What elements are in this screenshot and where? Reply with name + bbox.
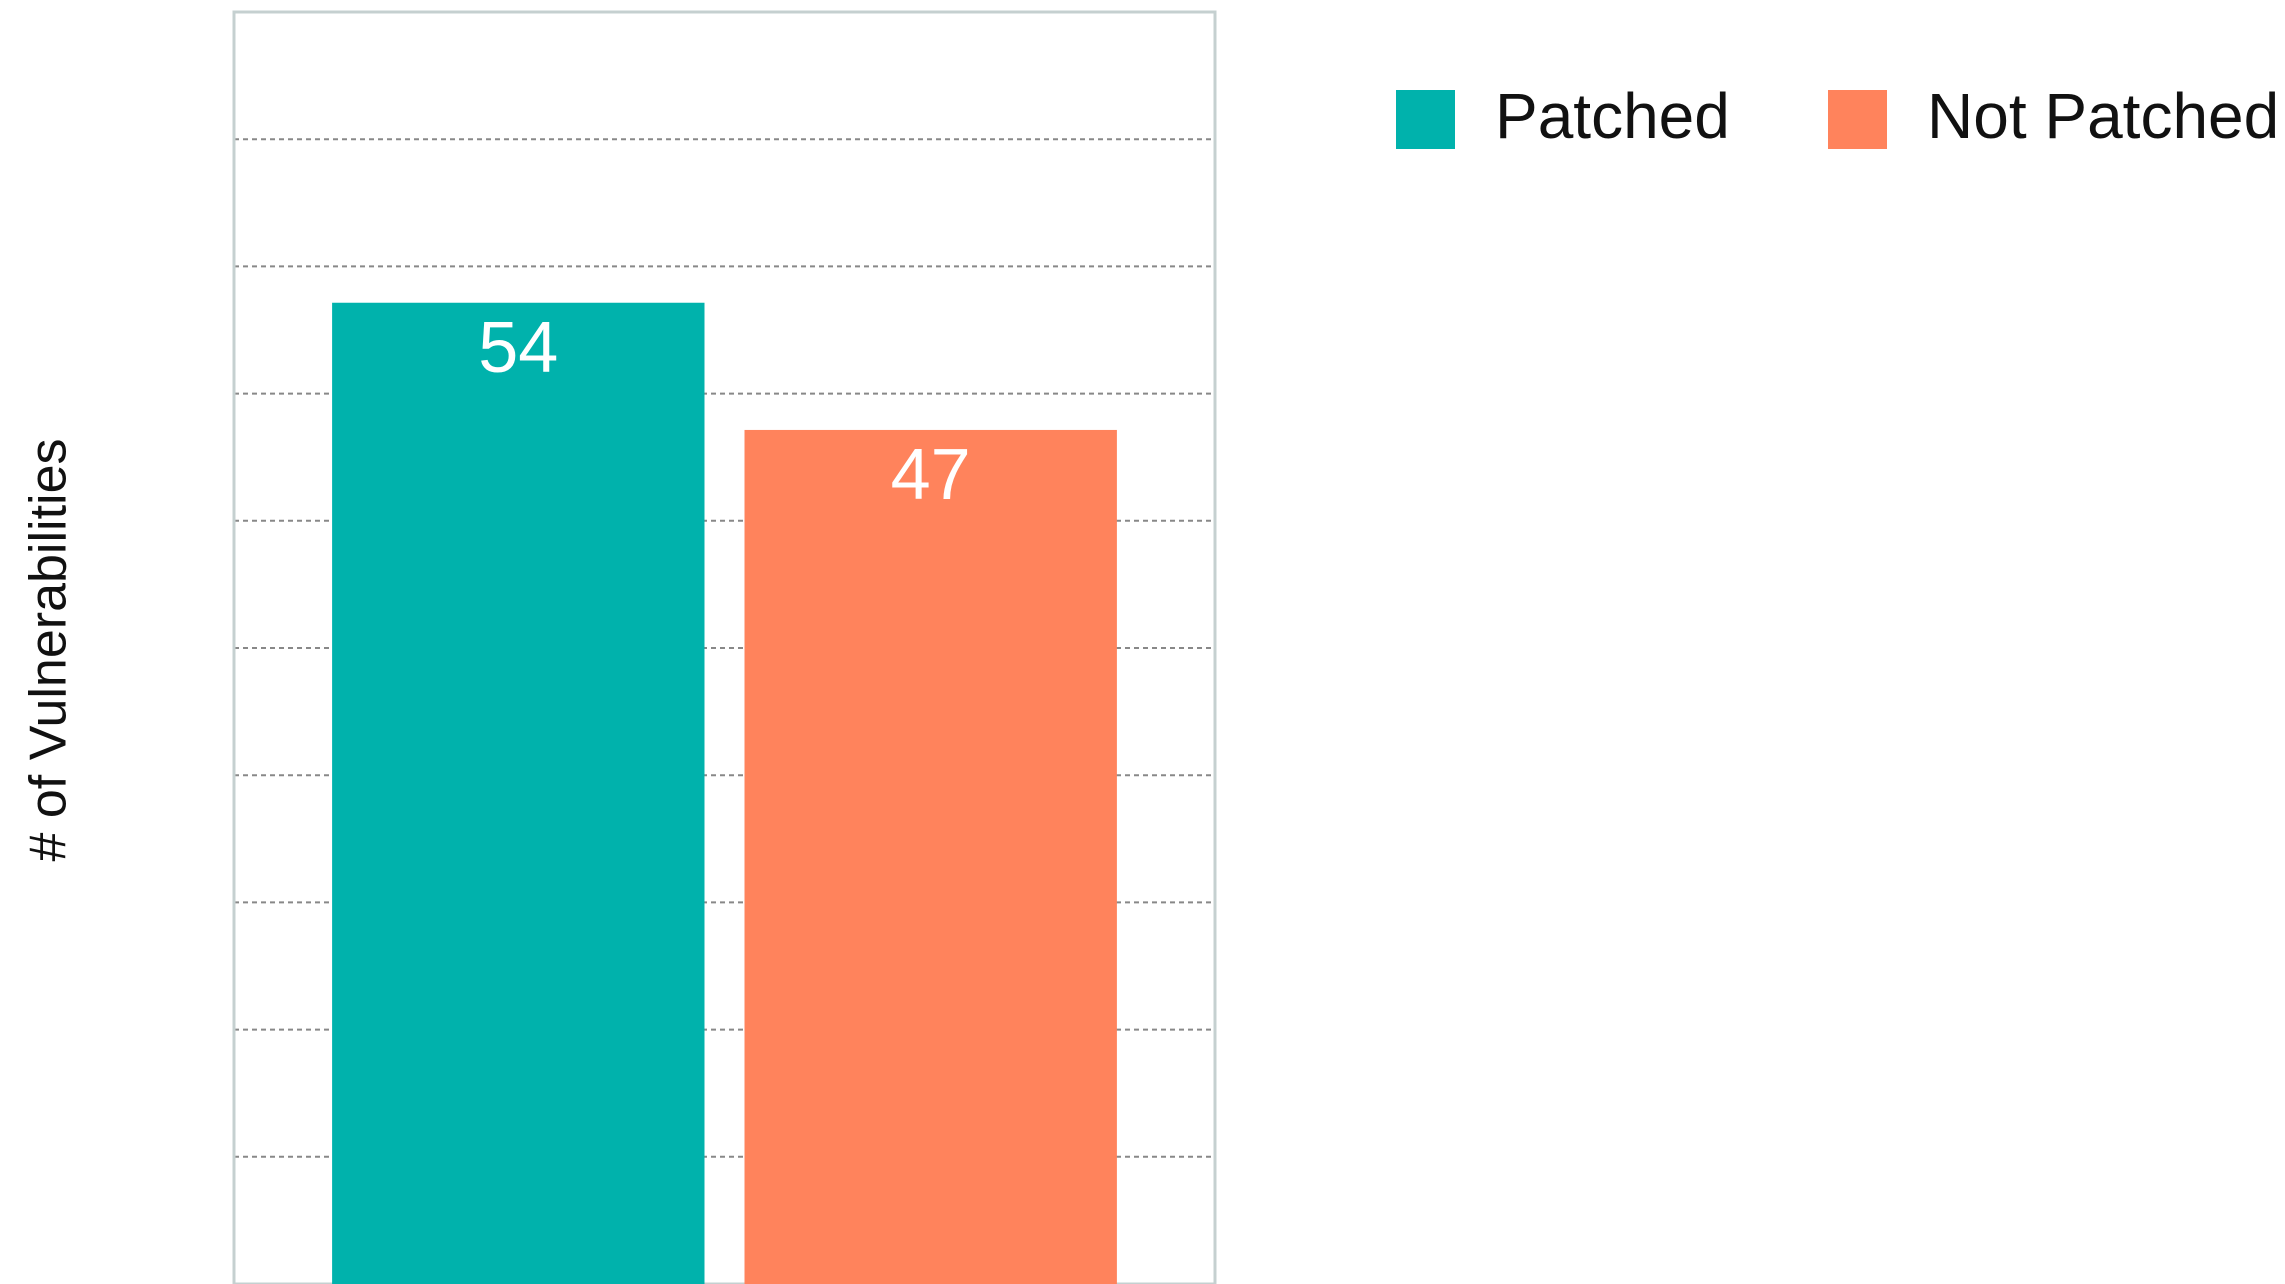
- legend-swatch: [1828, 90, 1887, 149]
- data-label: 47: [891, 435, 971, 515]
- plot-frame: [232, 10, 1217, 1284]
- bar: [744, 429, 1117, 1284]
- data-label: 54: [478, 308, 558, 388]
- legend-swatch: [1396, 90, 1455, 149]
- y-axis-label: # of Vulnerabilities: [20, 439, 78, 862]
- legend-label: Not Patched: [1927, 80, 2279, 152]
- legend-label: Patched: [1495, 80, 1730, 152]
- bar: [332, 302, 705, 1284]
